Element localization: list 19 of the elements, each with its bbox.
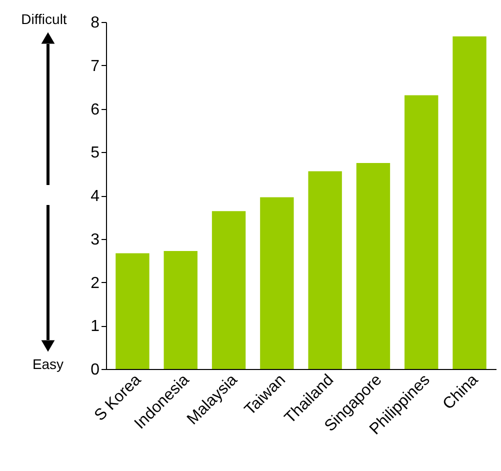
- text: Difficult: [21, 11, 67, 27]
- bar: [164, 251, 198, 369]
- y-tick-label: 2: [90, 274, 100, 292]
- bar: [116, 253, 150, 369]
- y-tick-label: 0: [90, 362, 100, 378]
- y-tick-label: 1: [90, 318, 100, 336]
- text: Easy: [32, 356, 64, 372]
- y-tick-label: 3: [90, 231, 100, 248]
- bar: [356, 162, 390, 369]
- y-tick-label: 5: [90, 144, 100, 162]
- y-tick-label: 7: [90, 58, 100, 75]
- y-tick-label: 8: [90, 14, 100, 32]
- bar: [308, 171, 342, 369]
- y-tick-label: 6: [90, 101, 100, 118]
- bar: [212, 211, 246, 369]
- bar: [452, 36, 486, 369]
- bar: [260, 197, 294, 369]
- bar: [404, 95, 438, 369]
- y-tick-label: 4: [90, 188, 100, 205]
